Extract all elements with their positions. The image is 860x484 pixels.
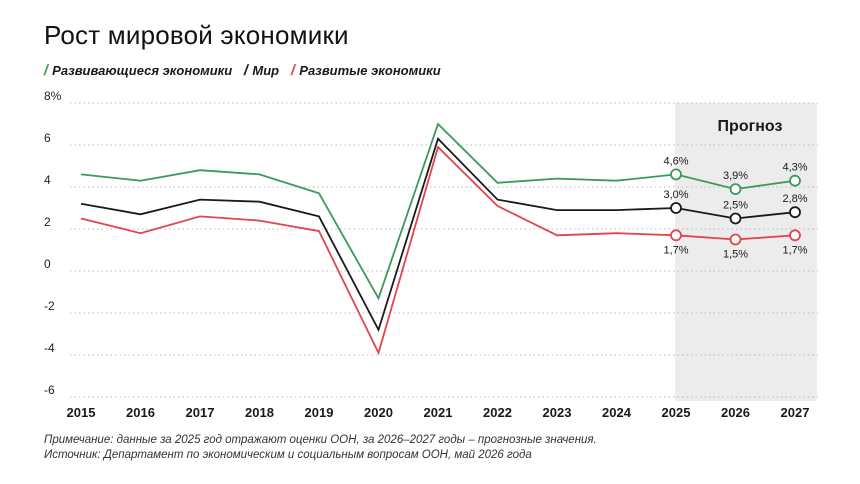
legend-label-developed: Развитые экономики [299, 63, 441, 78]
data-label: 1,5% [723, 249, 748, 261]
forecast-point [670, 168, 682, 181]
x-tick-label: 2027 [781, 405, 810, 420]
data-label: 2,5% [723, 200, 748, 212]
legend-item-developing: / Развивающиеся экономики [43, 62, 233, 79]
data-label: 3,9% [723, 170, 748, 182]
data-label: 1,7% [663, 244, 688, 256]
forecast-point [670, 202, 682, 214]
forecast-point [670, 229, 682, 242]
x-tick-label: 2019 [305, 405, 334, 420]
x-tick-label: 2017 [186, 405, 215, 420]
x-tick-label: 2022 [483, 405, 512, 420]
legend-item-world: / Мир [243, 62, 280, 79]
x-axis: 2015 2016 2017 2018 2019 2020 2021 2022 2023 2024… [67, 405, 810, 420]
forecast-region: Прогноз [675, 103, 817, 401]
chart-title: Рост мировой экономики [44, 20, 349, 50]
forecast-point [789, 174, 801, 187]
y-tick-label: 8% [44, 89, 62, 103]
y-tick-label: -6 [44, 383, 55, 397]
forecast-point [789, 206, 801, 219]
chart-legend: / Развивающиеся экономики / Мир / Развит… [43, 62, 441, 79]
x-tick-label: 2023 [543, 405, 572, 420]
y-tick-label: 6 [44, 131, 51, 145]
forecast-point [729, 212, 742, 225]
forecast-point [789, 229, 801, 242]
x-tick-label: 2026 [721, 405, 750, 420]
x-tick-label: 2025 [662, 405, 691, 420]
data-labels: 4,6% 3,9% 4,3% 3,0% 2,5% 2,8% 1,7% 1,5% 1,7% [663, 155, 807, 260]
y-tick-label: 4 [44, 173, 51, 187]
note-line-1: Примечание: данные за 2025 год отражают … [44, 434, 597, 446]
data-label: 3,0% [663, 189, 688, 201]
x-tick-label: 2018 [245, 405, 274, 420]
legend-item-developed: / Развитые экономики [290, 62, 441, 79]
forecast-background [675, 103, 817, 401]
data-label: 4,6% [663, 155, 688, 167]
note-line-2: Источник: Департамент по экономическим и… [44, 449, 532, 461]
legend-label-world: Мир [252, 63, 280, 78]
y-tick-label: -4 [44, 341, 55, 355]
x-tick-label: 2015 [67, 405, 96, 420]
x-tick-label: 2020 [364, 405, 393, 420]
legend-label-developing: Развивающиеся экономики [52, 63, 233, 78]
data-label: 2,8% [782, 193, 807, 205]
y-tick-label: -2 [44, 299, 55, 313]
data-label: 1,7% [782, 244, 807, 256]
x-tick-label: 2016 [126, 405, 155, 420]
data-label: 4,3% [782, 162, 807, 174]
chart-footnote: Примечание: данные за 2025 год отражают … [44, 433, 597, 463]
y-axis: -6 -4 -2 0 2 4 6 8% [44, 89, 62, 397]
forecast-markers [670, 168, 801, 246]
x-tick-label: 2021 [424, 405, 453, 420]
y-tick-label: 2 [44, 215, 51, 229]
forecast-label: Прогноз [718, 118, 783, 135]
y-tick-label: 0 [44, 257, 51, 271]
forecast-point [729, 183, 742, 196]
x-tick-label: 2024 [602, 405, 632, 420]
forecast-point [729, 233, 742, 246]
